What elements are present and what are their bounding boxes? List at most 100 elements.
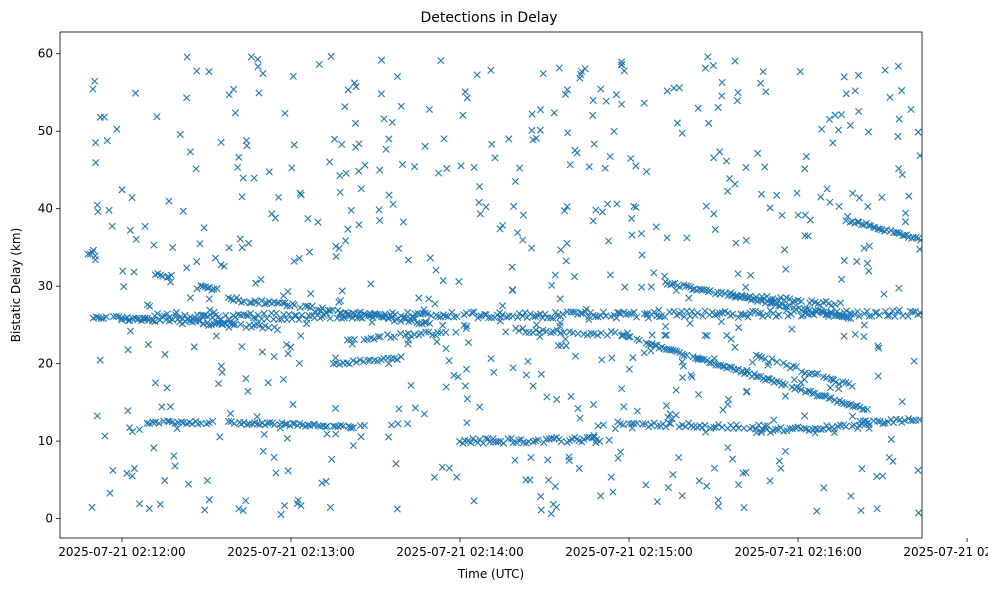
clutter-point [678, 358, 686, 366]
detection-point [732, 292, 740, 300]
clutter-point [92, 159, 100, 167]
clutter-point [331, 404, 340, 412]
detection-point [825, 425, 833, 433]
clutter-point [813, 507, 821, 515]
detection-point [429, 331, 437, 339]
clutter-point [781, 392, 790, 400]
detection-point [699, 312, 707, 320]
detection-point [515, 327, 523, 335]
detection-point [848, 382, 856, 390]
detection-point [797, 297, 805, 305]
clutter-point [761, 163, 769, 171]
clutter-point [394, 420, 402, 428]
clutter-point [430, 473, 439, 481]
detection-point [252, 314, 260, 322]
clutter-point [759, 68, 767, 76]
detection-point [781, 302, 789, 310]
clutter-point [171, 462, 179, 470]
detection-point [102, 313, 110, 321]
clutter-point [254, 55, 262, 63]
clutter-point [425, 105, 433, 114]
clutter-point [281, 109, 289, 117]
clutter-point [898, 87, 906, 95]
detection-point [349, 424, 358, 432]
clutter-point [701, 428, 710, 436]
clutter-point [732, 239, 740, 247]
clutter-point [598, 208, 607, 216]
detection-point [177, 418, 185, 426]
clutter-point [703, 482, 711, 490]
clutter-point [216, 433, 224, 441]
detection-point [273, 326, 282, 334]
detection-point [912, 233, 920, 242]
detection-point [553, 327, 561, 335]
detection-point [467, 439, 475, 447]
clutter-point [515, 164, 524, 172]
clutter-point [220, 262, 228, 270]
detection-point [800, 424, 808, 432]
detection-point [422, 328, 430, 336]
detection-point [442, 328, 450, 336]
detection-point [875, 225, 884, 233]
detection-point [783, 427, 791, 435]
clutter-point [848, 412, 857, 420]
clutter-point [279, 375, 287, 384]
clutter-point [638, 283, 646, 291]
clutter-point [411, 404, 419, 412]
clutter-point [766, 204, 774, 212]
clutter-point [804, 232, 812, 240]
detection-point [838, 399, 846, 407]
detection-point [251, 297, 259, 305]
detection-point [669, 346, 677, 354]
clutter-point [865, 242, 873, 250]
detection-point [780, 427, 788, 435]
clutter-point [835, 202, 843, 210]
clutter-point [608, 354, 616, 362]
clutter-point [91, 139, 100, 147]
clutter-point [855, 107, 863, 116]
clutter-point [297, 332, 305, 340]
clutter-point [355, 140, 363, 148]
clutter-point [128, 194, 136, 202]
clutter-point [153, 113, 161, 121]
y-tick-label: 50 [38, 124, 53, 138]
detection-point [716, 309, 724, 317]
clutter-point [742, 388, 751, 396]
detection-point [475, 312, 483, 320]
detection-point [519, 324, 527, 332]
clutter-point [421, 142, 429, 150]
clutter-point [332, 242, 340, 250]
clutter-point [662, 331, 670, 339]
clutter-point [901, 209, 910, 217]
clutter-point [89, 246, 97, 254]
clutter-point [685, 294, 693, 302]
detection-point [376, 333, 384, 341]
detection-point [820, 392, 829, 400]
clutter-point [722, 157, 731, 165]
clutter-point [817, 193, 825, 201]
clutter-point [433, 338, 441, 346]
clutter-point [675, 453, 683, 462]
clutter-point [123, 469, 131, 477]
detection-point [917, 309, 922, 317]
clutter-point [705, 119, 713, 127]
clutter-point [801, 232, 809, 240]
detection-point [832, 378, 840, 386]
clutter-point [840, 256, 848, 265]
clutter-point [205, 496, 213, 504]
detection-point [224, 417, 233, 426]
detection-point [360, 310, 368, 318]
clutter-point [476, 403, 484, 411]
detection-point [593, 331, 602, 339]
detection-point [856, 417, 864, 425]
detection-point [734, 424, 743, 432]
detection-point [234, 310, 242, 319]
detection-point [84, 250, 92, 258]
clutter-point [894, 132, 902, 141]
clutter-point [683, 234, 691, 242]
detection-point [752, 293, 760, 301]
clutter-point [825, 115, 833, 123]
clutter-point [564, 129, 572, 137]
clutter-point [801, 165, 809, 173]
clutter-point [590, 140, 598, 148]
